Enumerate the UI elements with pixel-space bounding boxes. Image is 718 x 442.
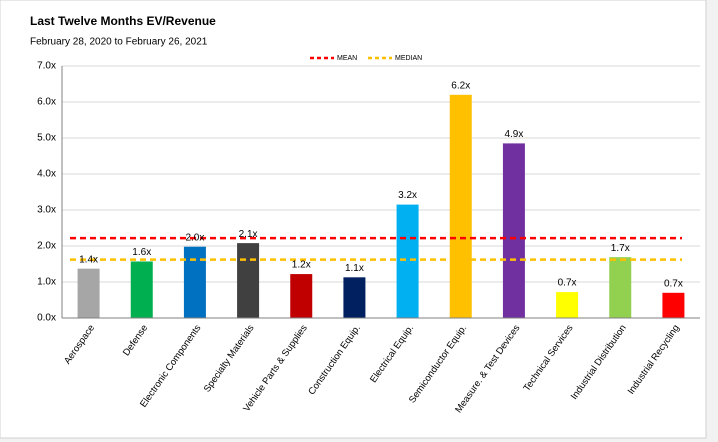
bar bbox=[183, 246, 206, 318]
bar bbox=[343, 277, 366, 318]
legend-label: MEAN bbox=[337, 55, 357, 62]
value-label: 2.0x bbox=[185, 232, 204, 243]
value-label: 3.2x bbox=[398, 190, 417, 201]
value-label: 0.7x bbox=[664, 278, 683, 289]
chart-subtitle: February 28, 2020 to February 26, 2021 bbox=[30, 37, 208, 48]
value-label: 1.2x bbox=[292, 260, 311, 271]
bar bbox=[609, 257, 632, 318]
y-tick-label: 0.0x bbox=[37, 313, 56, 324]
bar bbox=[77, 268, 100, 318]
y-tick-label: 6.0x bbox=[37, 97, 56, 108]
value-label: 6.2x bbox=[451, 80, 470, 91]
y-tick-label: 3.0x bbox=[37, 205, 56, 216]
value-label: 1.7x bbox=[611, 243, 630, 254]
y-tick-label: 4.0x bbox=[37, 169, 56, 180]
value-label: 0.7x bbox=[558, 278, 577, 289]
value-label: 1.1x bbox=[345, 263, 364, 274]
y-tick-label: 5.0x bbox=[37, 133, 56, 144]
bar bbox=[237, 243, 260, 318]
value-label: 2.1x bbox=[239, 229, 258, 240]
bar bbox=[396, 204, 419, 318]
y-tick-label: 7.0x bbox=[37, 61, 56, 72]
y-tick-label: 1.0x bbox=[37, 277, 56, 288]
bar bbox=[662, 292, 685, 318]
chart-title: Last Twelve Months EV/Revenue bbox=[30, 14, 216, 28]
bar bbox=[502, 143, 525, 318]
bar bbox=[556, 292, 579, 318]
y-tick-label: 2.0x bbox=[37, 241, 56, 252]
value-label: 1.4x bbox=[79, 254, 98, 265]
value-label: 4.9x bbox=[504, 129, 523, 140]
legend-label: MEDIAN bbox=[395, 55, 422, 62]
bar bbox=[449, 94, 472, 318]
bar bbox=[290, 274, 313, 318]
chart-background bbox=[0, 0, 707, 439]
bar bbox=[130, 261, 153, 318]
value-label: 1.6x bbox=[132, 247, 151, 258]
